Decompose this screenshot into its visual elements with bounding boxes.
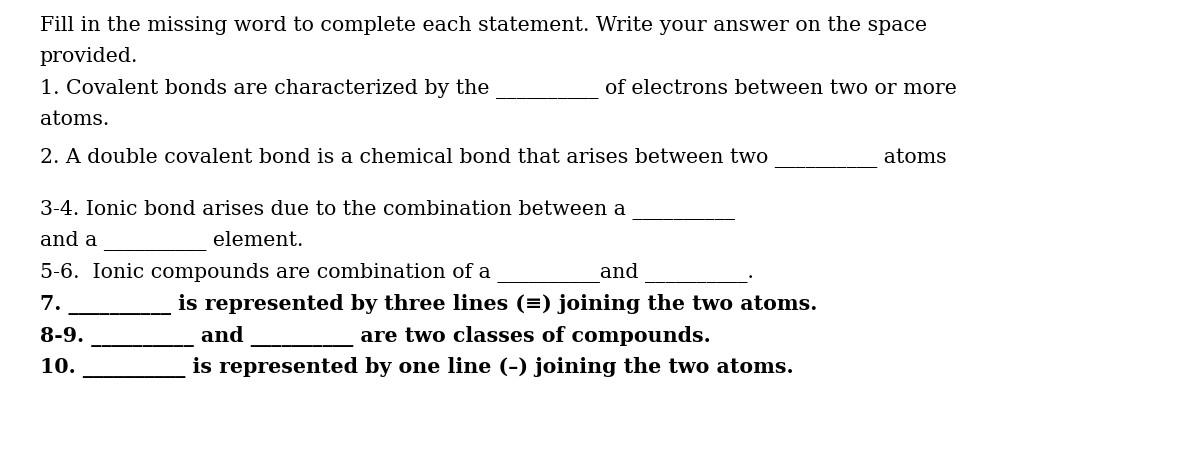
- Text: provided.: provided.: [40, 47, 138, 66]
- Text: 7. __________ is represented by three lines (≡) joining the two atoms.: 7. __________ is represented by three li…: [40, 294, 817, 315]
- Text: 8-9. __________ and __________ are two classes of compounds.: 8-9. __________ and __________ are two c…: [40, 326, 710, 347]
- Text: 3-4. Ionic bond arises due to the combination between a __________: 3-4. Ionic bond arises due to the combin…: [40, 200, 734, 220]
- Text: atoms.: atoms.: [40, 110, 109, 129]
- Text: 2. A double covalent bond is a chemical bond that arises between two __________ : 2. A double covalent bond is a chemical …: [40, 148, 947, 168]
- Text: Fill in the missing word to complete each statement. Write your answer on the sp: Fill in the missing word to complete eac…: [40, 16, 926, 35]
- Text: and a __________ element.: and a __________ element.: [40, 231, 302, 251]
- Text: 1. Covalent bonds are characterized by the __________ of electrons between two o: 1. Covalent bonds are characterized by t…: [40, 79, 956, 99]
- Text: 10. __________ is represented by one line (–) joining the two atoms.: 10. __________ is represented by one lin…: [40, 357, 793, 378]
- Text: 5-6.  Ionic compounds are combination of a __________and __________.: 5-6. Ionic compounds are combination of …: [40, 263, 754, 283]
